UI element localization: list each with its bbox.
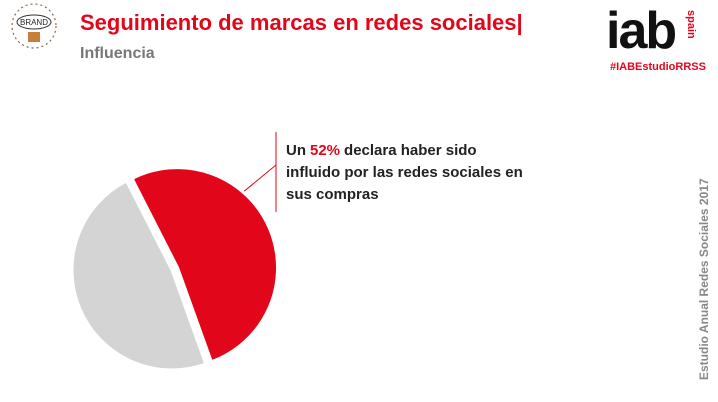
annotation: Un 52% declara haber sido influido por las… bbox=[286, 140, 526, 206]
chart-title: Seguimiento de marcas en redes sociales| bbox=[80, 10, 523, 35]
brand-text: BRAND bbox=[20, 18, 48, 27]
annotation-text: declara haber sido influido por las rede… bbox=[286, 142, 523, 203]
side-note: Estudio Anual Redes Sociales 2017 bbox=[697, 178, 711, 380]
pie-slice bbox=[70, 178, 208, 372]
chart-subtitle: Influencia bbox=[80, 45, 155, 62]
annotation-text: Un bbox=[286, 142, 306, 159]
logo-country: spain bbox=[685, 10, 697, 39]
hashtag: #IABEstudioRRSS bbox=[610, 61, 706, 73]
logo-text: iab bbox=[606, 2, 675, 60]
value-label: 52% bbox=[310, 142, 341, 159]
pie-slice bbox=[130, 166, 280, 364]
brand-logo: BRAND bbox=[11, 3, 57, 49]
